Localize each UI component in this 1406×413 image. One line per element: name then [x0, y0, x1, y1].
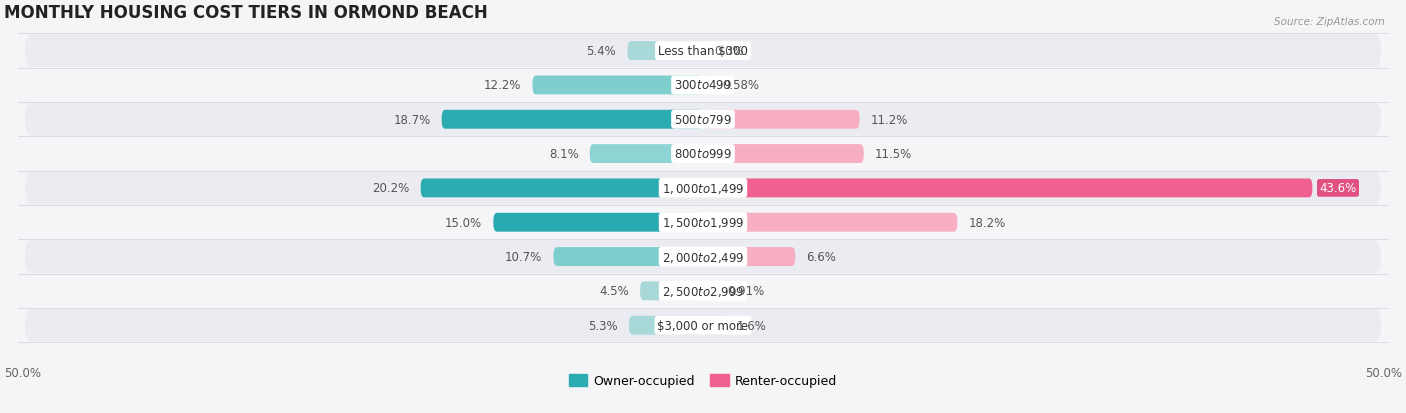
FancyBboxPatch shape [703, 282, 716, 301]
FancyBboxPatch shape [25, 275, 1381, 308]
FancyBboxPatch shape [25, 69, 1381, 102]
Text: 0.91%: 0.91% [727, 285, 763, 298]
FancyBboxPatch shape [703, 145, 863, 164]
Text: 6.6%: 6.6% [807, 250, 837, 263]
Text: 12.2%: 12.2% [484, 79, 522, 92]
Text: Less than $300: Less than $300 [658, 45, 748, 58]
Text: 11.2%: 11.2% [870, 114, 908, 126]
FancyBboxPatch shape [25, 172, 1381, 205]
FancyBboxPatch shape [703, 213, 957, 232]
Text: 15.0%: 15.0% [446, 216, 482, 229]
FancyBboxPatch shape [703, 179, 1312, 198]
Text: 20.2%: 20.2% [373, 182, 409, 195]
Text: $500 to $799: $500 to $799 [673, 114, 733, 126]
FancyBboxPatch shape [628, 316, 703, 335]
Text: MONTHLY HOUSING COST TIERS IN ORMOND BEACH: MONTHLY HOUSING COST TIERS IN ORMOND BEA… [4, 4, 488, 22]
Text: $1,500 to $1,999: $1,500 to $1,999 [662, 216, 744, 230]
FancyBboxPatch shape [25, 104, 1381, 136]
FancyBboxPatch shape [25, 35, 1381, 68]
Text: $300 to $499: $300 to $499 [673, 79, 733, 92]
FancyBboxPatch shape [703, 76, 711, 95]
Text: 8.1%: 8.1% [548, 148, 579, 161]
FancyBboxPatch shape [703, 111, 859, 129]
Text: $1,000 to $1,499: $1,000 to $1,499 [662, 181, 744, 195]
Text: Source: ZipAtlas.com: Source: ZipAtlas.com [1274, 17, 1385, 26]
Text: $2,000 to $2,499: $2,000 to $2,499 [662, 250, 744, 264]
Text: $3,000 or more: $3,000 or more [658, 319, 748, 332]
Legend: Owner-occupied, Renter-occupied: Owner-occupied, Renter-occupied [564, 370, 842, 392]
FancyBboxPatch shape [25, 206, 1381, 239]
FancyBboxPatch shape [640, 282, 703, 301]
Text: 5.4%: 5.4% [586, 45, 616, 58]
Text: 11.5%: 11.5% [875, 148, 912, 161]
Text: 4.5%: 4.5% [599, 285, 628, 298]
FancyBboxPatch shape [533, 76, 703, 95]
FancyBboxPatch shape [703, 316, 725, 335]
FancyBboxPatch shape [703, 247, 796, 266]
Text: $800 to $999: $800 to $999 [673, 148, 733, 161]
Text: $2,500 to $2,999: $2,500 to $2,999 [662, 284, 744, 298]
FancyBboxPatch shape [25, 309, 1381, 342]
Text: 5.3%: 5.3% [588, 319, 617, 332]
FancyBboxPatch shape [627, 42, 703, 61]
Text: 0.0%: 0.0% [714, 45, 744, 58]
Text: 1.6%: 1.6% [737, 319, 766, 332]
Text: 18.7%: 18.7% [394, 114, 430, 126]
FancyBboxPatch shape [420, 179, 703, 198]
Text: 10.7%: 10.7% [505, 250, 543, 263]
FancyBboxPatch shape [589, 145, 703, 164]
Text: 43.6%: 43.6% [1319, 182, 1357, 195]
FancyBboxPatch shape [494, 213, 703, 232]
Text: 50.0%: 50.0% [4, 366, 41, 380]
FancyBboxPatch shape [25, 240, 1381, 273]
FancyBboxPatch shape [554, 247, 703, 266]
FancyBboxPatch shape [441, 111, 703, 129]
Text: 50.0%: 50.0% [1365, 366, 1402, 380]
Text: 0.58%: 0.58% [723, 79, 759, 92]
Text: 18.2%: 18.2% [969, 216, 1005, 229]
FancyBboxPatch shape [25, 138, 1381, 171]
